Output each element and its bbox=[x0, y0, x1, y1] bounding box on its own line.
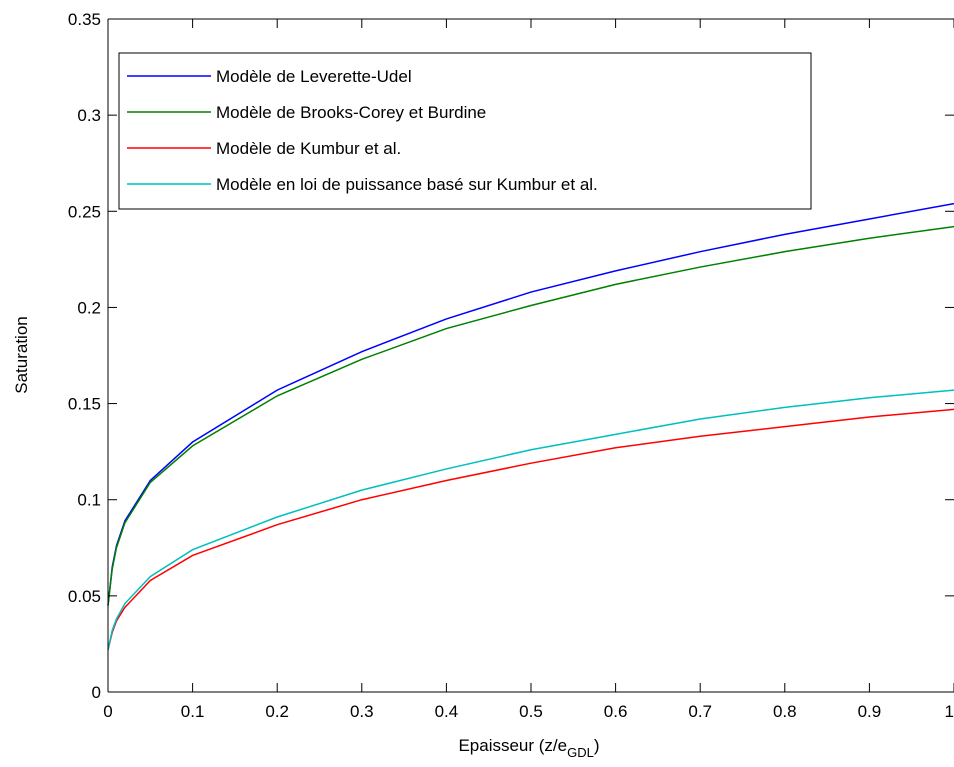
y-tick-label: 0.2 bbox=[77, 298, 101, 317]
x-tick-label: 0 bbox=[103, 702, 112, 721]
legend: Modèle de Leverette-Udel Modèle de Brooks… bbox=[118, 52, 812, 210]
y-tick-label: 0.3 bbox=[77, 106, 101, 125]
x-tick-label: 1 bbox=[945, 702, 954, 721]
series-line-4 bbox=[107, 389, 954, 650]
x-tick-label: 0.8 bbox=[773, 702, 797, 721]
legend-box bbox=[118, 52, 812, 210]
series-line-3 bbox=[107, 408, 954, 650]
x-tick-label: 0.3 bbox=[350, 702, 374, 721]
y-axis-label: Saturation bbox=[12, 316, 31, 394]
y-tick-label: 0.25 bbox=[68, 202, 101, 221]
series-line-2 bbox=[107, 225, 954, 606]
y-tick-label: 0.1 bbox=[77, 491, 101, 510]
x-axis-label-main: Epaisseur (z/e bbox=[458, 736, 567, 755]
y-tick-label: 0.05 bbox=[68, 587, 101, 606]
x-tick-label: 0.6 bbox=[604, 702, 628, 721]
x-tick-label: 0.5 bbox=[519, 702, 543, 721]
x-axis-label-subscript: GDL bbox=[567, 745, 594, 760]
legend-items: Modèle de Leverette-Udel Modèle de Brooks… bbox=[127, 67, 598, 194]
x-tick-label: 0.4 bbox=[435, 702, 459, 721]
legend-label-3: Modèle de Kumbur et al. bbox=[216, 139, 401, 158]
x-axis-label: Epaisseur (z/eGDL) bbox=[458, 736, 599, 760]
x-tick-label: 0.7 bbox=[688, 702, 712, 721]
x-tick-label: 0.9 bbox=[858, 702, 882, 721]
y-tick-label: 0.15 bbox=[68, 395, 101, 414]
y-tick-label: 0.35 bbox=[68, 10, 101, 29]
legend-label-4: Modèle en loi de puissance basé sur Kumb… bbox=[216, 175, 598, 194]
x-tick-label: 0.2 bbox=[265, 702, 289, 721]
legend-label-2: Modèle de Brooks-Corey et Burdine bbox=[216, 103, 486, 122]
legend-label-1: Modèle de Leverette-Udel bbox=[216, 67, 412, 86]
x-axis-label-suffix: ) bbox=[594, 736, 600, 755]
y-tick-label: 0 bbox=[92, 683, 101, 702]
x-tick-label: 0.1 bbox=[181, 702, 205, 721]
ticks-layer: 0 0.05 0.1 0.15 0.2 0.25 0.3 0.35 0 0.1 0.2 0.3 0.4 0… bbox=[68, 10, 954, 721]
series-layer bbox=[107, 202, 954, 650]
